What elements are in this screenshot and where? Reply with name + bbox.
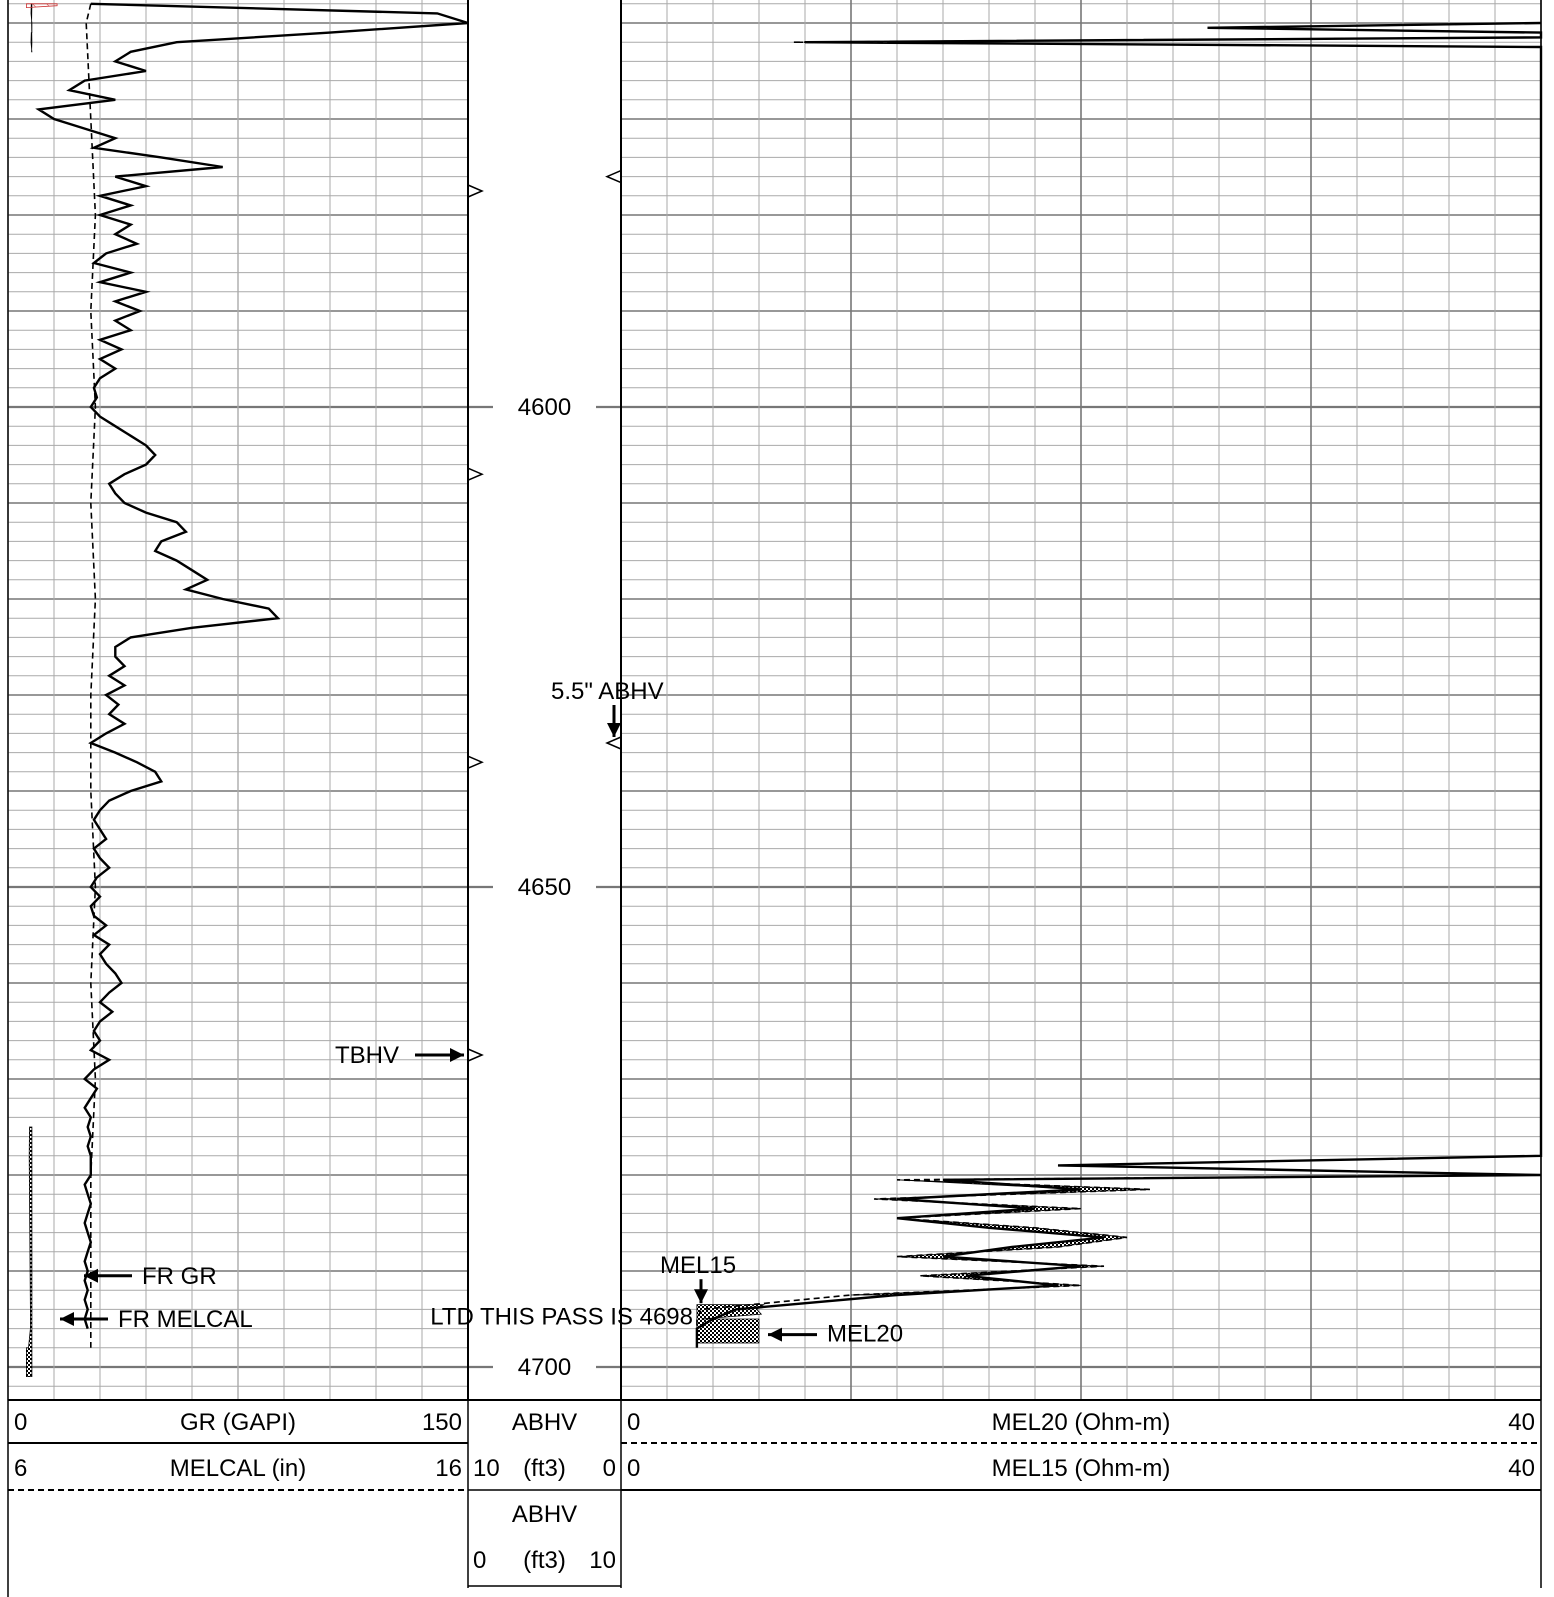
header-mel15-text: 0: [627, 1455, 640, 1482]
depth-label-4650: 4650: [518, 874, 571, 901]
header-abhv-top-left: 10: [473, 1455, 500, 1482]
annotations: TBHV 5.5" ABHV FR GR FR MELCAL MEL15 LTD THIS…: [60, 678, 903, 1348]
bhv-marker-left: [467, 1048, 484, 1062]
annotation-fr-gr: FR GR: [142, 1263, 217, 1290]
header-gr-text: 0: [14, 1409, 27, 1436]
header-melcal-text: MELCAL (in): [170, 1455, 306, 1482]
annotation-5.5-abhv-arrow-head: [607, 723, 621, 737]
header-abhv-top-unit: (ft3): [523, 1455, 566, 1482]
depth-label-4600: 4600: [518, 394, 571, 421]
track1-shading-2: [26, 3, 58, 9]
header-mel20-text: MEL20 (Ohm-m): [992, 1409, 1171, 1436]
annotation-tbhv-arrow-head: [450, 1048, 464, 1062]
track-headers: 0 GR (GAPI) 150 6 MELCAL (in) 16 0 MEL20 (Ohm-m…: [7, 1399, 1542, 1597]
bhv-marker-right: [605, 736, 622, 750]
header-abhv-bottom-right: 10: [589, 1547, 616, 1574]
bhv-marker-left: [467, 467, 484, 481]
annotation-5.5-abhv: 5.5" ABHV: [551, 678, 664, 705]
annotation-fr-melcal-arrow-head: [60, 1312, 74, 1326]
melcal-curve: [85, 3, 97, 1348]
annotation-fr-gr-arrow-head: [84, 1268, 98, 1283]
annotation-mel20: MEL20: [827, 1321, 903, 1348]
track1-shading-1: [26, 1126, 33, 1377]
header-abhv-bottom-left: 0: [473, 1547, 486, 1574]
log-grid: [7, 0, 1542, 1400]
bhv-marker-right: [605, 169, 622, 184]
log-curves: [35, 2, 1543, 1348]
header-abhv-bottom-title: ABHV: [512, 1501, 577, 1528]
track1-shading-0: [30, 3, 33, 53]
annotation-mel15: MEL15: [660, 1252, 736, 1279]
annotation-ltd: LTD THIS PASS IS 4698: [430, 1303, 693, 1330]
header-mel15-text: MEL15 (Ohm-m): [992, 1455, 1171, 1482]
track3-shading-0: [850, 1179, 1151, 1296]
header-abhv-bottom-unit: (ft3): [523, 1547, 566, 1574]
bhv-marker-left: [467, 755, 484, 769]
depth-labels: 4600 4650 4700: [518, 394, 571, 1381]
header-gr-text: 150: [422, 1409, 462, 1436]
gr-curve: [35, 2, 469, 1329]
header-mel20-text: 40: [1508, 1409, 1535, 1436]
header-abhv-top-title: ABHV: [512, 1409, 577, 1436]
header-melcal-text: 6: [14, 1455, 27, 1482]
bhv-markers: [467, 169, 622, 1062]
annotation-fr-melcal: FR MELCAL: [118, 1306, 253, 1333]
depth-label-4700: 4700: [518, 1354, 571, 1381]
mel15-curve: [696, 22, 1542, 1348]
header-mel15-text: 40: [1508, 1455, 1535, 1482]
annotation-mel20-arrow-head: [768, 1327, 782, 1342]
header-mel20-text: 0: [627, 1409, 640, 1436]
mel20-curve: [695, 21, 1543, 1348]
header-abhv-top-right: 0: [603, 1455, 616, 1482]
header-gr-text: GR (GAPI): [180, 1409, 296, 1436]
annotation-tbhv: TBHV: [335, 1042, 399, 1069]
annotation-mel15-arrow-head: [694, 1289, 708, 1304]
bhv-marker-left: [467, 184, 484, 198]
header-melcal-text: 16: [435, 1455, 462, 1482]
